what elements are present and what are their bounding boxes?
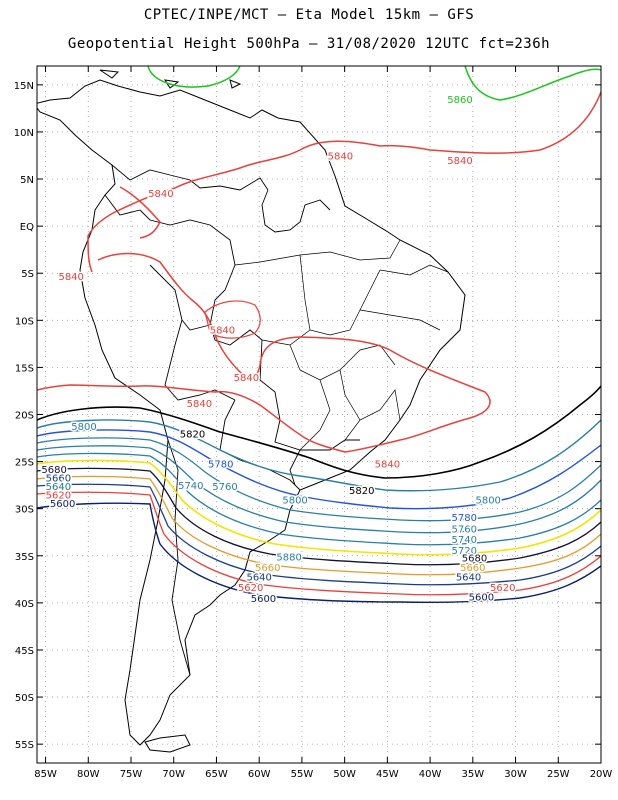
contour-5860 — [147, 66, 241, 88]
lat-tick-label: 40S — [15, 599, 34, 610]
lon-tick-label: 50W — [333, 769, 356, 780]
lon-tick-label: 65W — [205, 769, 228, 780]
contour-5700 — [37, 459, 601, 556]
contour-label: 5840 — [148, 189, 173, 200]
contour-5760 — [37, 437, 601, 522]
lat-tick-label: 30S — [15, 505, 34, 516]
contour-5860 — [464, 66, 601, 101]
contour-label: 5680 — [41, 465, 66, 476]
lon-tick-label: 60W — [248, 769, 271, 780]
contour-5840 — [37, 252, 491, 453]
contour-label: 5680 — [462, 554, 487, 565]
contour-label: 5660 — [46, 474, 71, 485]
contour-label: 5640 — [456, 573, 481, 584]
contour-5660 — [37, 475, 601, 576]
contour-label: 5840 — [328, 151, 353, 162]
contour-5840 — [204, 300, 261, 339]
contour-5620 — [37, 491, 601, 596]
contour-5720 — [37, 452, 601, 546]
contour-label: 5800 — [475, 495, 500, 506]
lat-tick-label: 15N — [14, 81, 34, 92]
lat-tick-label: 15S — [15, 363, 34, 374]
contour-label: 5640 — [246, 573, 271, 584]
contour-label: 5660 — [255, 563, 280, 574]
contour-label: 5660 — [460, 563, 485, 574]
contour-5680 — [37, 467, 601, 566]
contour-label: 5880 — [276, 553, 301, 564]
axis-ticks: 15N 10N 5N EQ 5S 10S 15S 20S 25S 30S 35S 40S 45S 50S 5… — [14, 66, 613, 780]
lat-tick-label: 5S — [21, 269, 34, 280]
contour-label: 5780 — [452, 513, 477, 524]
contour-label: 5820 — [180, 429, 205, 440]
contour-label: 5840 — [187, 399, 212, 410]
lon-tick-label: 35W — [462, 769, 485, 780]
lat-tick-label: 5N — [20, 175, 34, 186]
contour-label: 5780 — [208, 459, 233, 470]
contour-5640 — [37, 483, 601, 586]
lon-tick-label: 80W — [77, 769, 100, 780]
contour-label: 5720 — [452, 546, 477, 557]
contour-label: 5860 — [447, 95, 472, 106]
contour-label: 5840 — [234, 373, 259, 384]
lat-tick-label: EQ — [20, 222, 34, 233]
contour-label: 5760 — [452, 524, 477, 535]
contour-5600 — [37, 502, 601, 604]
contour-label: 5600 — [50, 499, 75, 510]
lon-tick-label: 75W — [120, 769, 143, 780]
contour-label: 5760 — [212, 482, 237, 493]
contour-label: 5620 — [238, 583, 263, 594]
contour-label: 5740 — [452, 535, 477, 546]
lon-tick-label: 20W — [590, 769, 613, 780]
contour-5800 — [37, 419, 601, 492]
lat-tick-label: 20S — [15, 411, 34, 422]
contour-5780 — [37, 429, 601, 510]
contour-5820 — [37, 385, 601, 479]
tierra-del-fuego-coast — [144, 734, 191, 753]
map-title-line-1: CPTEC/INPE/MCT – Eta Model 15km – GFS — [143, 7, 475, 23]
lat-tick-label: 10S — [15, 316, 34, 327]
height-contours — [37, 66, 601, 604]
lat-tick-label: 55S — [15, 740, 34, 751]
contour-label: 5620 — [490, 583, 515, 594]
contour-label: 5840 — [375, 459, 400, 470]
contour-5740 — [37, 445, 601, 534]
contour-label: 5640 — [46, 482, 71, 493]
map-background — [37, 66, 601, 763]
lon-tick-label: 30W — [504, 769, 527, 780]
contour-label: 5800 — [282, 495, 307, 506]
map-title-line-2: Geopotential Height 500hPa – 31/08/2020 … — [67, 36, 551, 52]
lat-tick-label: 10N — [14, 128, 34, 139]
lon-tick-label: 70W — [162, 769, 185, 780]
lat-tick-label: 45S — [15, 646, 34, 657]
lat-tick-label: 50S — [15, 693, 34, 704]
contour-label: 5840 — [210, 326, 235, 337]
lat-tick-label: 25S — [15, 458, 34, 469]
lon-tick-label: 85W — [34, 769, 57, 780]
lon-tick-label: 45W — [376, 769, 399, 780]
contour-label: 5840 — [58, 272, 83, 283]
contour-5840 — [87, 91, 601, 273]
contour-label: 5800 — [71, 422, 96, 433]
contour-label: 5600 — [469, 592, 494, 603]
contour-labels: 5860 5840 5840 5840 5840 5840 5840 5840 5840 5820… — [40, 93, 517, 606]
contour-label: 5620 — [46, 491, 71, 502]
contour-label: 5740 — [178, 481, 203, 492]
lat-tick-label: 35S — [15, 552, 34, 563]
country-borders — [104, 164, 360, 676]
lon-tick-label: 55W — [291, 769, 314, 780]
coastline — [37, 79, 466, 746]
lon-tick-label: 40W — [419, 769, 442, 780]
contour-5840 — [119, 186, 161, 239]
contour-label: 5840 — [447, 156, 472, 167]
contour-label: 5600 — [251, 594, 276, 605]
lon-tick-label: 25W — [547, 769, 570, 780]
brazilian-state-borders — [234, 239, 449, 451]
contour-label: 5820 — [349, 486, 374, 497]
